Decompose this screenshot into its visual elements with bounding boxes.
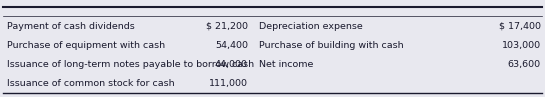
- Text: Issuance of long-term notes payable to borrow cash: Issuance of long-term notes payable to b…: [7, 60, 253, 69]
- Text: 103,000: 103,000: [501, 41, 541, 50]
- Text: Purchase of building with cash: Purchase of building with cash: [259, 41, 403, 50]
- Text: Issuance of common stock for cash: Issuance of common stock for cash: [7, 79, 174, 88]
- Text: Depreciation expense: Depreciation expense: [259, 22, 362, 31]
- Text: Net income: Net income: [259, 60, 313, 69]
- Text: 44,000: 44,000: [215, 60, 248, 69]
- Text: $ 21,200: $ 21,200: [206, 22, 248, 31]
- Text: $ 17,400: $ 17,400: [499, 22, 541, 31]
- Text: 63,600: 63,600: [507, 60, 541, 69]
- Text: 54,400: 54,400: [215, 41, 248, 50]
- Text: 111,000: 111,000: [209, 79, 248, 88]
- Text: Payment of cash dividends: Payment of cash dividends: [7, 22, 134, 31]
- Text: Purchase of equipment with cash: Purchase of equipment with cash: [7, 41, 165, 50]
